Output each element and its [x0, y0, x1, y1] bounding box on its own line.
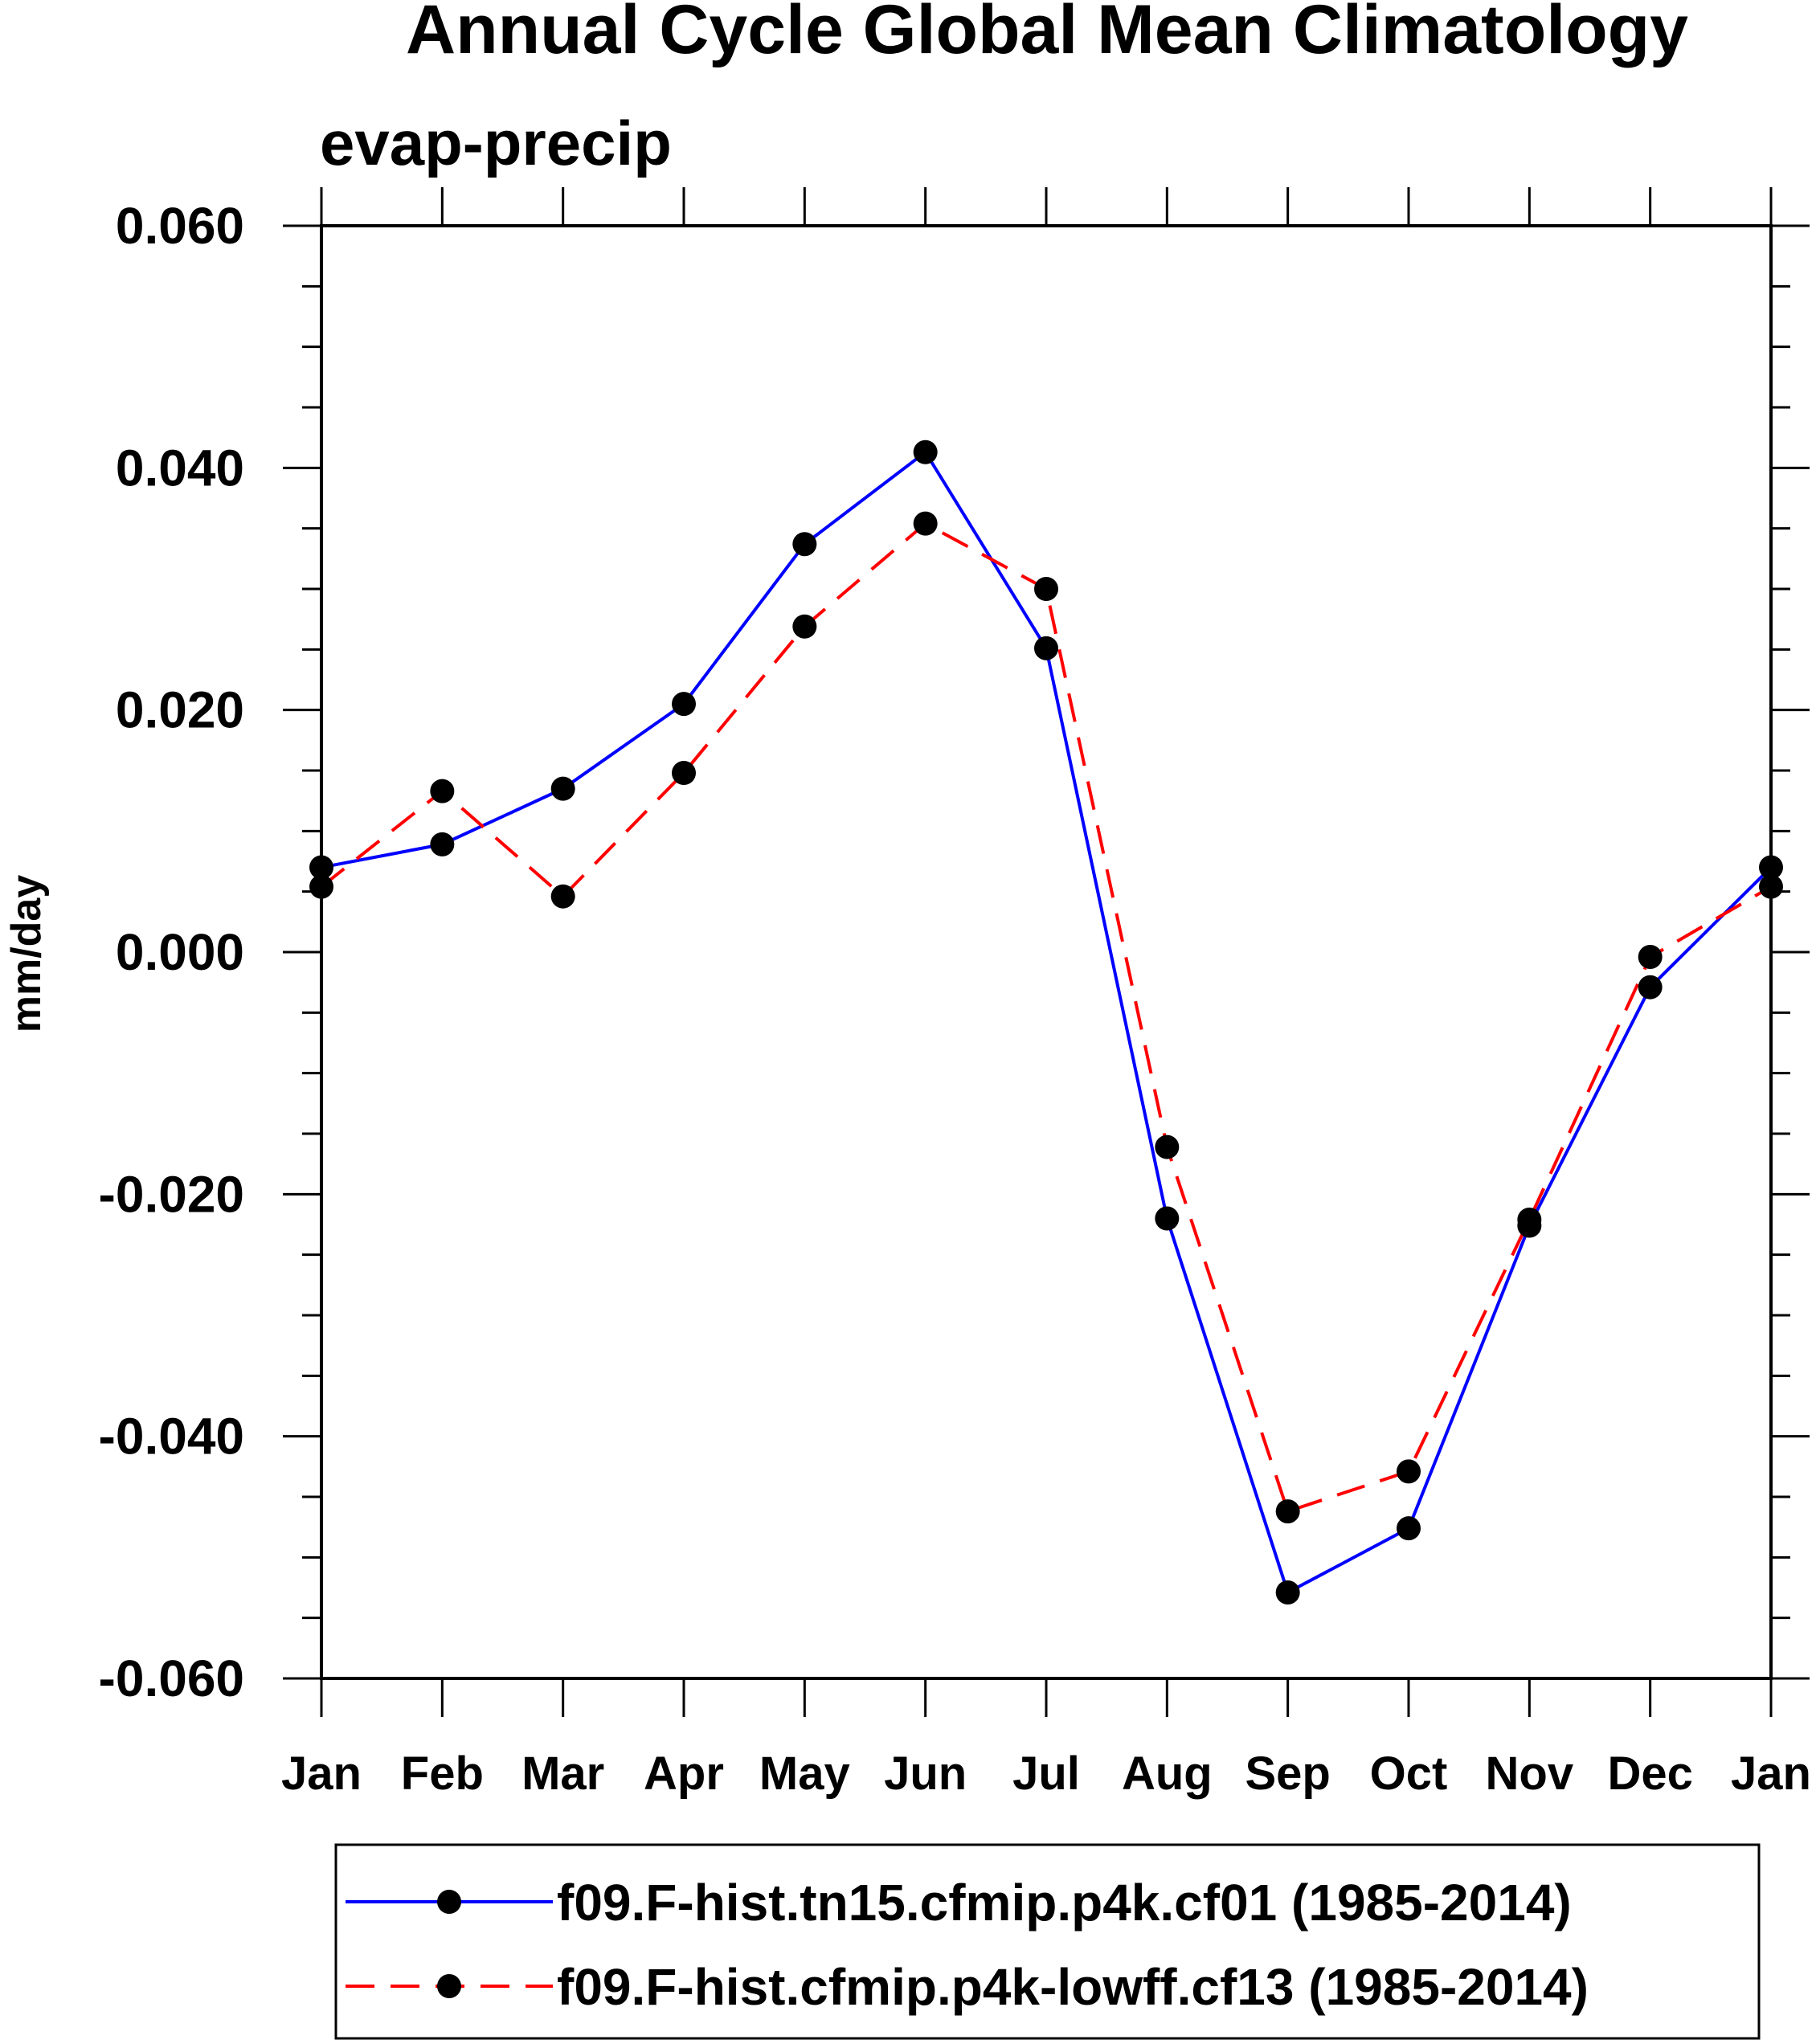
chart-subtitle: evap-precip — [320, 108, 672, 178]
y-tick-label: 0.060 — [116, 197, 244, 255]
y-tick-label: 0.040 — [116, 439, 244, 497]
x-tick-labels: Jan Feb Mar Apr May Jun Jul Aug Sep Oct Nov Dec Jan — [281, 1748, 1811, 1800]
x-tick-label: Jan — [1731, 1748, 1811, 1800]
y-tick-label: -0.040 — [99, 1408, 244, 1466]
data-point-series-2 — [1397, 1459, 1421, 1484]
data-point-series-2 — [1034, 577, 1058, 601]
data-point-series-2 — [913, 511, 938, 536]
series-line-1 — [321, 449, 1773, 1595]
data-point-series-1 — [309, 855, 333, 880]
x-tick-label: Apr — [644, 1748, 724, 1800]
data-point-series-1 — [792, 532, 817, 557]
plot-frame — [320, 224, 1773, 1680]
x-tick-label: Feb — [401, 1748, 484, 1800]
x-tick-label: Nov — [1486, 1748, 1574, 1800]
x-tick-label: Jun — [884, 1748, 967, 1800]
series-markers — [309, 439, 1783, 1605]
data-point-series-2 — [1759, 874, 1783, 899]
x-tick-label: Jul — [1012, 1748, 1080, 1800]
data-point-series-1 — [1034, 636, 1058, 660]
x-tick-label: Oct — [1370, 1748, 1448, 1800]
axis-ticks — [283, 187, 1810, 1717]
data-point-series-2 — [1275, 1499, 1300, 1524]
data-point-series-2 — [792, 614, 817, 639]
data-point-series-2 — [1517, 1207, 1542, 1232]
x-tick-label: Mar — [521, 1748, 604, 1800]
legend-marker-series-2 — [437, 1974, 461, 1998]
legend-label-series-1: f09.F-hist.tn15.cfmip.p4k.cf01 (1985-201… — [557, 1874, 1572, 1932]
legend-marker-series-1 — [437, 1890, 461, 1914]
data-point-series-1 — [1759, 855, 1783, 880]
y-tick-label: -0.020 — [99, 1165, 244, 1223]
data-point-series-2 — [1638, 945, 1663, 970]
legend: f09.F-hist.tn15.cfmip.p4k.cf01 (1985-201… — [334, 1843, 1761, 2040]
y-axis-label: mm/day — [3, 875, 50, 1033]
legend-entries: f09.F-hist.tn15.cfmip.p4k.cf01 (1985-201… — [346, 1874, 1589, 2016]
data-point-series-2 — [672, 761, 696, 786]
series-line-2 — [320, 521, 1773, 1514]
data-point-series-1 — [672, 692, 696, 717]
data-point-series-1 — [550, 776, 575, 801]
data-point-series-2 — [430, 779, 455, 803]
chart-title: Annual Cycle Global Mean Climatology — [406, 0, 1688, 68]
x-tick-label: May — [759, 1748, 850, 1800]
data-point-series-1 — [1155, 1206, 1180, 1231]
data-point-series-2 — [550, 884, 575, 909]
legend-label-series-2: f09.F-hist.cfmip.p4k-lowff.cf13 (1985-20… — [557, 1958, 1589, 2016]
data-point-series-2 — [309, 874, 333, 899]
data-point-series-1 — [1638, 975, 1663, 1000]
data-point-series-1 — [430, 832, 455, 856]
y-tick-labels: 0.060 0.040 0.020 0.000 -0.020 -0.040 -0.060 — [99, 197, 244, 1707]
data-point-series-1 — [1275, 1580, 1300, 1605]
y-tick-label: -0.060 — [99, 1650, 244, 1707]
data-point-series-2 — [1155, 1134, 1180, 1159]
y-tick-label: 0.020 — [116, 681, 244, 739]
data-point-series-1 — [1397, 1516, 1421, 1541]
series-lines — [320, 449, 1773, 1595]
x-tick-label: Dec — [1607, 1748, 1692, 1800]
x-tick-label: Sep — [1245, 1748, 1330, 1800]
x-tick-label: Jan — [281, 1748, 362, 1800]
x-tick-label: Aug — [1122, 1748, 1213, 1800]
legend-box — [334, 1843, 1761, 2040]
y-tick-label: 0.000 — [116, 923, 244, 981]
data-point-series-1 — [913, 439, 938, 464]
